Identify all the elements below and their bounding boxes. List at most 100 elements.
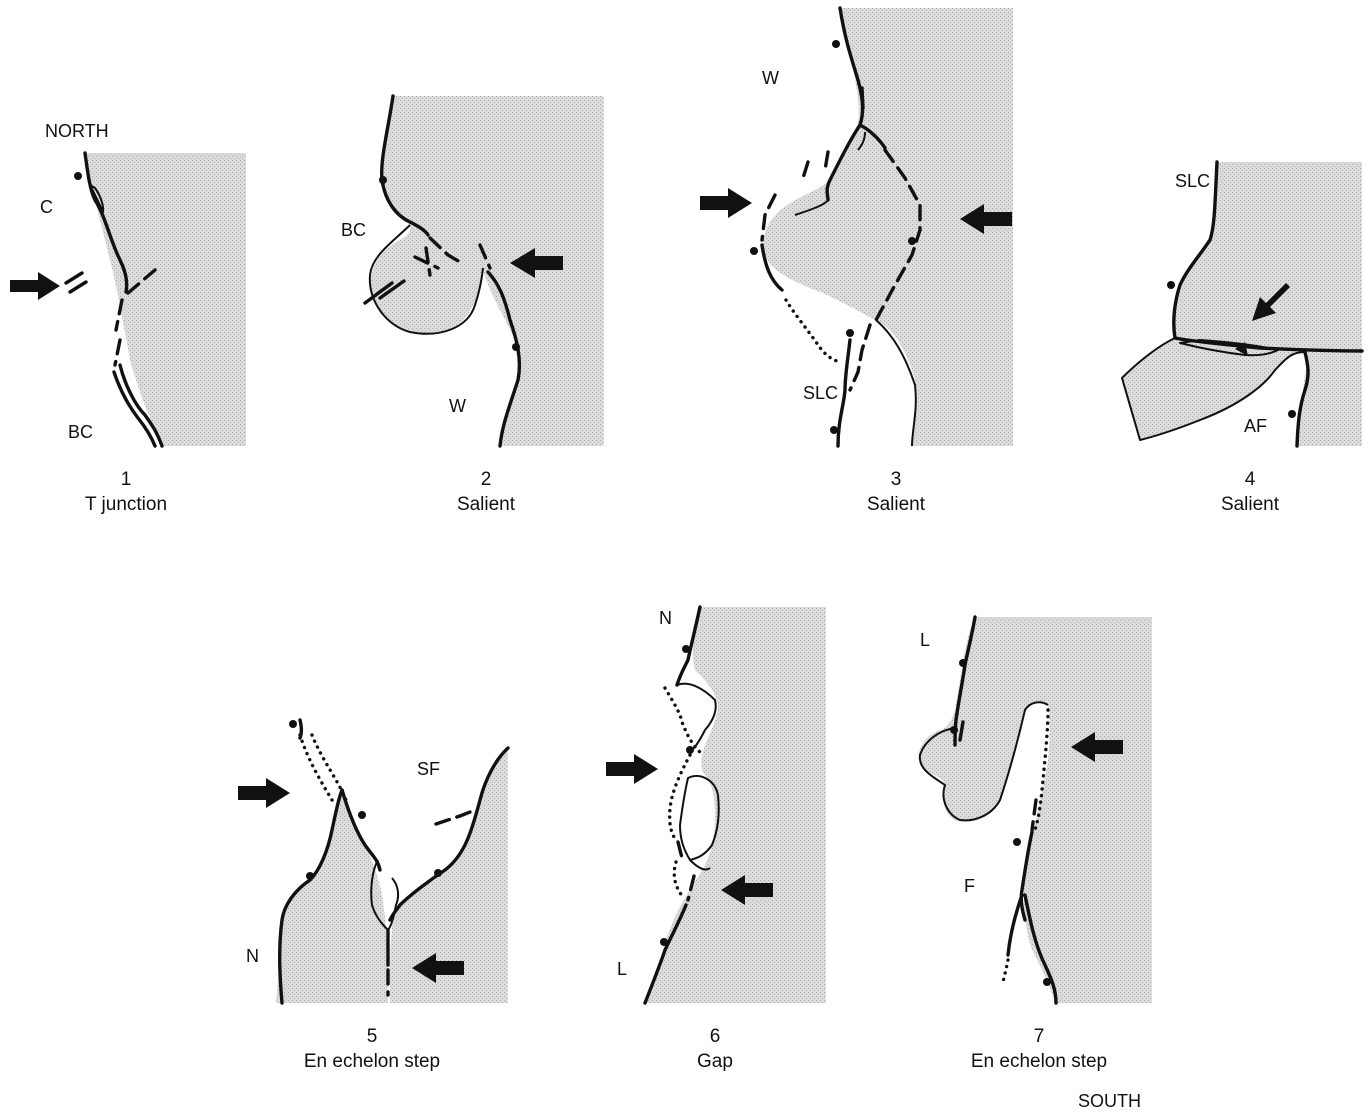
downthrown-ball (1043, 978, 1051, 986)
fault-trace-dashed (114, 298, 124, 332)
range-block-west (276, 790, 388, 1003)
fault-trace-dotted (784, 298, 842, 364)
segment-label: SF (417, 759, 440, 779)
fault-trace (83, 151, 129, 294)
fault-trace-dotted (298, 733, 334, 802)
panel-number: 5 (367, 1026, 378, 1047)
segment-label: BC (341, 220, 366, 240)
downthrown-ball (512, 343, 520, 351)
stress-arrow (238, 778, 290, 808)
south-label: SOUTH (1078, 1091, 1141, 1111)
fault-trace-dashed (413, 246, 440, 277)
panel-2: BC W 2 Salient (341, 94, 604, 515)
downthrown-ball (959, 659, 967, 667)
fault-trace-dashed (686, 874, 696, 902)
fault-lens-fill (1235, 342, 1248, 356)
fault-trace (1173, 336, 1364, 353)
fault-trace (858, 123, 887, 150)
downthrown-ball (379, 176, 387, 184)
downthrown-ball (660, 938, 668, 946)
fault-trace-dashed (874, 148, 922, 322)
fault-trace-dotted (310, 733, 348, 802)
fault-trace-dashed (848, 323, 872, 392)
fault-trace-dashed (676, 840, 684, 860)
gap-outline (676, 682, 717, 753)
fault-trace (1019, 830, 1034, 922)
panel-6: N L 6 Gap (606, 605, 826, 1072)
tick-marks (363, 279, 406, 305)
fault-trace-dashed (113, 338, 122, 367)
panel-number: 3 (891, 469, 902, 490)
tick-marks (64, 271, 88, 294)
fault-trace-dashed (478, 243, 492, 270)
segment-label: F (964, 876, 975, 896)
downthrown-ball (1013, 838, 1021, 846)
range-block (85, 153, 246, 446)
fault-trace (643, 903, 688, 1005)
salient-outline (1121, 337, 1306, 441)
downthrown-ball (846, 329, 854, 337)
fault-lens (1179, 339, 1279, 357)
fault-splay (89, 184, 105, 213)
stress-arrow (412, 953, 464, 983)
fault-trace (860, 86, 865, 110)
north-label: NORTH (45, 121, 109, 141)
stress-arrow (960, 204, 1012, 234)
segment-label: L (617, 959, 627, 979)
gap-outline (679, 775, 720, 861)
salient-outline (794, 131, 866, 216)
fault-trace-dashed (428, 236, 462, 264)
downthrown-ball (1167, 281, 1175, 289)
fault-trace (486, 270, 522, 448)
gap-outline (689, 859, 711, 871)
downthrown-ball (358, 811, 366, 819)
segment-label: L (920, 630, 930, 650)
segment-label: C (40, 197, 53, 217)
segment-label: BC (68, 422, 93, 442)
fault-trace (379, 94, 430, 237)
fault-trace (675, 605, 702, 687)
panel-caption: Salient (457, 494, 516, 515)
panel-caption: T junction (85, 494, 167, 515)
fault-trace-dotted (663, 686, 702, 754)
fault-trace (836, 338, 852, 448)
downthrown-ball (908, 237, 916, 245)
range-block (918, 617, 1152, 1003)
fault-trace (958, 720, 965, 742)
fault-trace-dashed (760, 193, 777, 242)
panel-caption: Gap (697, 1051, 733, 1072)
segment-label: SLC (1175, 171, 1210, 191)
panel-caption: En echelon step (304, 1051, 440, 1072)
stress-arrow (606, 754, 658, 784)
panel-number: 6 (710, 1026, 721, 1047)
fault-trace (118, 363, 164, 448)
range-block (1122, 162, 1362, 446)
panel-caption: En echelon step (971, 1051, 1107, 1072)
panel-4: SLC AF 4 Salient (1121, 160, 1364, 515)
fault-trace-dashed (1030, 798, 1038, 832)
segment-label: N (659, 608, 672, 628)
segment-label: AF (1244, 416, 1267, 436)
panel-caption: Salient (1221, 494, 1280, 515)
salient-outline (875, 319, 917, 447)
panel-1: C BC 1 T junction (10, 151, 246, 515)
panel-number: 7 (1034, 1026, 1045, 1047)
downthrown-ball (682, 645, 690, 653)
panel-caption: Salient (867, 494, 926, 515)
fault-trace (277, 788, 344, 1005)
stress-arrow (721, 875, 773, 905)
downthrown-ball (434, 869, 442, 877)
stress-arrow (700, 188, 752, 218)
segment-label: N (246, 946, 259, 966)
fault-trace-dashed (126, 268, 157, 295)
step-outline (918, 701, 1049, 822)
fault-trace (112, 370, 157, 448)
fault-trace-dotted (1033, 708, 1050, 832)
downthrown-ball (830, 426, 838, 434)
downthrown-ball (686, 746, 694, 754)
panel-7: L F 7 En echelon step (918, 615, 1152, 1072)
fault-trace (1295, 350, 1310, 448)
downthrown-ball (289, 720, 297, 728)
panel-number: 2 (481, 469, 492, 490)
fault-trace-dotted (1000, 958, 1010, 987)
